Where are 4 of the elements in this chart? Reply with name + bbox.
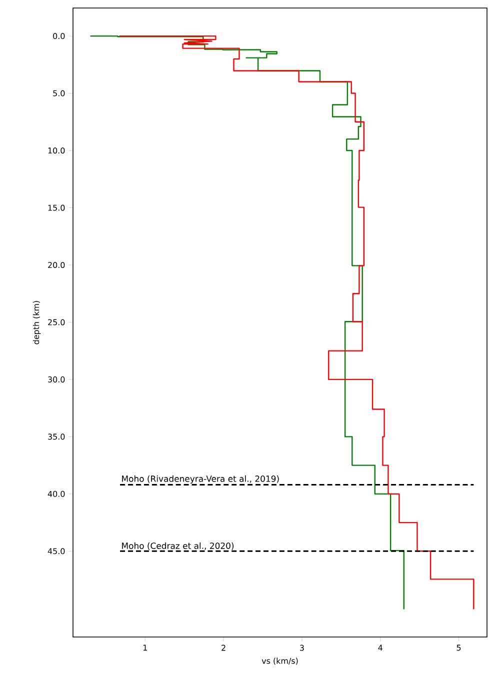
series-label: Moho (Cedraz et al., 2020) [122,542,234,550]
series-label: Moho (Rivadeneyra-Vera et al., 2019) [122,475,279,484]
line-series [118,35,474,610]
line-series [90,35,404,610]
